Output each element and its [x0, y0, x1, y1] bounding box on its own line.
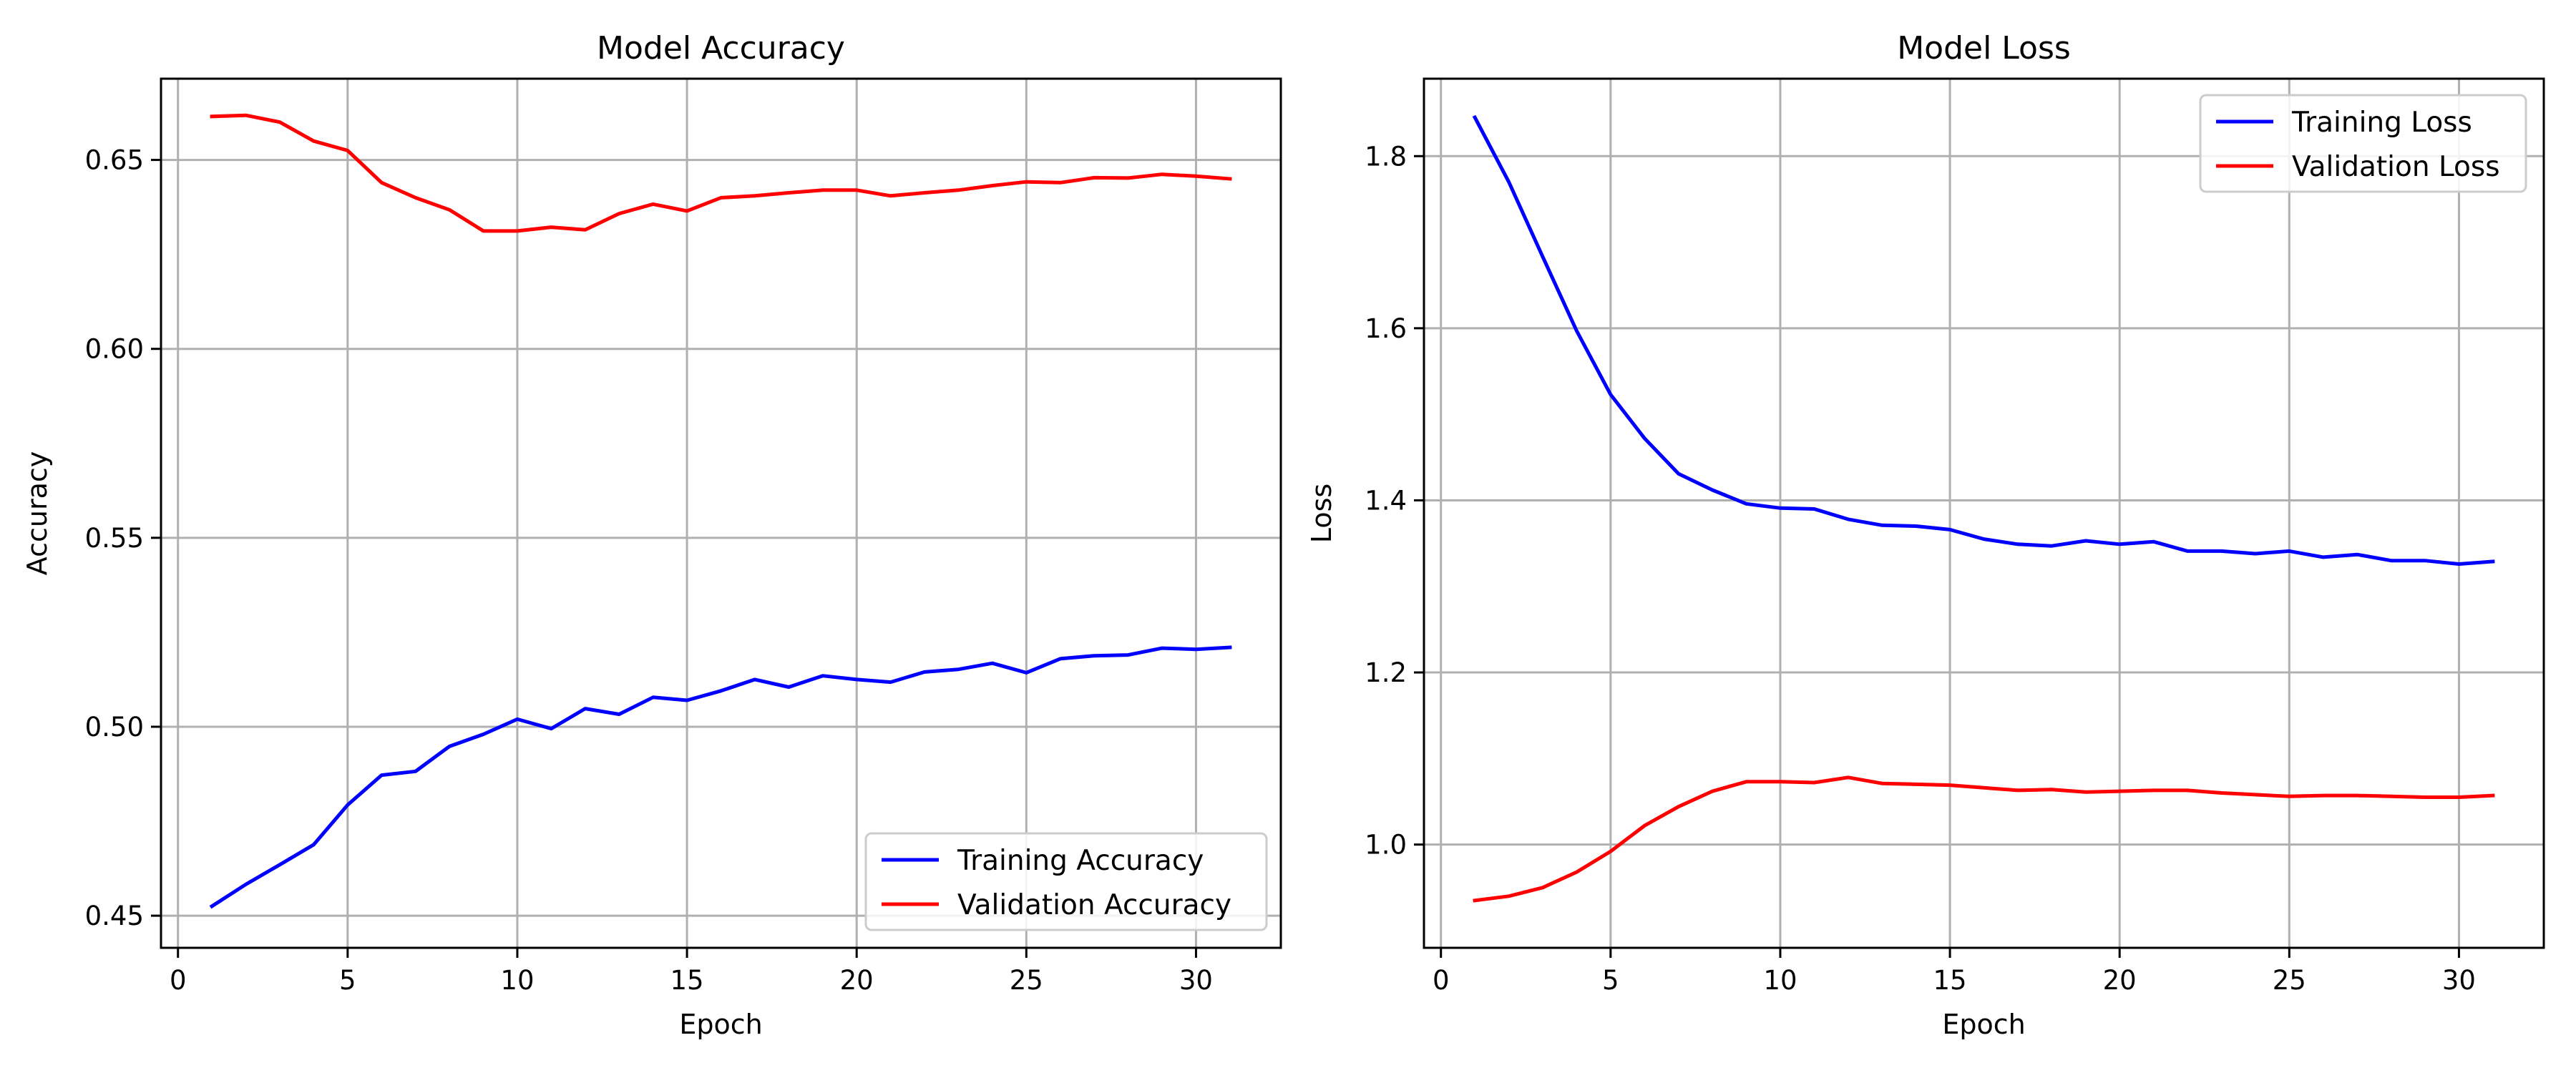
y-tick-label-2: 1.4 [1365, 485, 1407, 516]
legend-label-0: Training Accuracy [957, 845, 1204, 877]
legend: Training Loss Validation Loss [2199, 94, 2527, 193]
legend-label-1: Validation Loss [2292, 151, 2500, 183]
y-tick-label-2: 0.55 [85, 523, 144, 554]
plot-frame [160, 77, 1282, 949]
x-tick-label-3: 15 [670, 965, 704, 996]
series-line-0 [1472, 114, 2495, 566]
y-tick-label-0: 1.0 [1365, 830, 1407, 861]
x-tick-label-6: 30 [1179, 965, 1213, 996]
y-tick-label-0: 0.45 [85, 901, 144, 931]
y-ticks: 1.0 1.2 1.4 1.6 1.8 [1365, 141, 1424, 861]
y-tick-label-4: 0.65 [85, 145, 144, 176]
x-tick-label-1: 5 [339, 965, 356, 996]
chart-title: Model Accuracy [597, 30, 845, 67]
series-line-1 [210, 113, 1232, 233]
y-axis-label: Accuracy [21, 451, 53, 576]
series-line-0 [209, 645, 1232, 909]
x-tick-label-0: 0 [170, 965, 187, 996]
x-ticks: 0 5 10 15 20 25 30 [1433, 948, 2476, 996]
legend-box [864, 832, 1268, 931]
y-tick-label-4: 1.8 [1365, 141, 1407, 172]
chart-title: Model Loss [1897, 30, 2071, 67]
x-tick-label-6: 30 [2442, 965, 2476, 996]
legend-label-0: Training Loss [2291, 107, 2472, 139]
legend-box [2199, 94, 2527, 193]
x-tick-label-2: 10 [500, 965, 534, 996]
y-tick-label-3: 0.60 [85, 334, 144, 365]
plot-frame [1423, 77, 2545, 949]
series-line-1 [1473, 775, 2495, 903]
x-ticks: 0 5 10 15 20 25 30 [170, 948, 1213, 996]
x-tick-label-4: 20 [840, 965, 874, 996]
x-tick-label-5: 25 [2273, 965, 2306, 996]
x-tick-label-5: 25 [1010, 965, 1043, 996]
x-tick-label-1: 5 [1602, 965, 1619, 996]
grid [161, 79, 1281, 948]
y-tick-label-3: 1.6 [1365, 313, 1407, 344]
x-axis-label: Epoch [1942, 1009, 2025, 1040]
x-axis-label: Epoch [679, 1009, 762, 1040]
x-tick-label-3: 15 [1933, 965, 1967, 996]
loss-chart: 0 5 10 15 20 25 30 1.0 1.2 1.4 1.6 1.8 Model Loss Epo… [1306, 30, 2545, 1040]
y-axis-label: Loss [1306, 484, 1337, 543]
accuracy-chart: 0 5 10 15 20 25 30 0.45 0.50 0.55 0.60 0.65 Model Ac… [21, 30, 1282, 1040]
x-tick-label-4: 20 [2103, 965, 2137, 996]
legend: Training Accuracy Validation Accuracy [864, 832, 1268, 931]
y-tick-label-1: 1.2 [1365, 657, 1407, 688]
x-tick-label-2: 10 [1763, 965, 1797, 996]
x-tick-label-0: 0 [1433, 965, 1450, 996]
y-ticks: 0.45 0.50 0.55 0.60 0.65 [85, 145, 161, 931]
legend-label-1: Validation Accuracy [957, 889, 1231, 921]
y-tick-label-1: 0.50 [85, 712, 144, 743]
